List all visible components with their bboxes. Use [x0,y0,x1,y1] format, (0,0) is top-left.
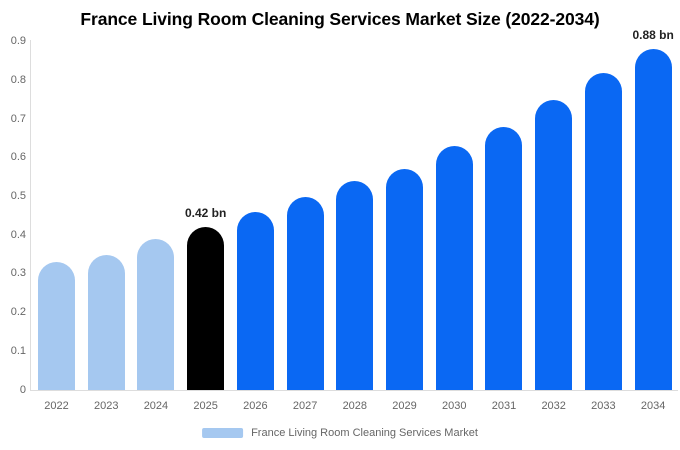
legend: France Living Room Cleaning Services Mar… [202,427,478,439]
x-axis-label-2025: 2025 [193,400,218,412]
bar-2026[interactable] [236,211,274,390]
x-axis-label-2022: 2022 [44,400,69,412]
bar-2034[interactable] [634,49,672,390]
bar-2024[interactable] [137,239,175,390]
x-axis-label-2034: 2034 [640,400,666,412]
bar-2030[interactable] [435,146,473,390]
data-label-2025: 0.42 bn [184,206,227,221]
chart-title: France Living Room Cleaning Services Mar… [80,9,600,29]
x-axis-label-2023: 2023 [93,400,119,412]
x-axis-label-2026: 2026 [243,400,268,412]
legend-item[interactable]: France Living Room Cleaning Services Mar… [202,427,478,439]
bar-2029[interactable] [386,169,424,390]
x-axis-line [30,390,678,391]
y-axis-tick-label: 0 [19,383,26,396]
x-axis-label-2027: 2027 [292,400,318,412]
x-axis-label-2024: 2024 [143,400,169,412]
x-axis-label-2030: 2030 [442,400,467,412]
x-axis-label-2031: 2031 [491,400,517,412]
y-axis-tick-label: 0.9 [10,35,26,48]
y-axis-tick-label: 0.1 [10,344,26,357]
y-axis-line [30,40,31,390]
y-axis-tick-label: 0.8 [10,73,26,86]
bar-2022[interactable] [38,262,75,390]
y-axis-tick-label: 0.2 [10,306,26,319]
y-axis-tick-label: 0.3 [10,267,26,280]
x-axis-label-2033: 2033 [591,400,616,412]
legend-label: France Living Room Cleaning Services Mar… [251,427,478,439]
bar-2033[interactable] [584,72,622,390]
bar-2023[interactable] [87,254,125,390]
y-axis-tick-label: 0.7 [10,112,26,125]
bar-2031[interactable] [485,126,523,390]
y-axis-tick-label: 0.5 [10,190,26,202]
legend-swatch [202,428,244,438]
x-axis-label-2032: 2032 [541,400,566,412]
bar-2028[interactable] [336,181,374,390]
x-axis-label-2029: 2029 [392,400,417,412]
y-axis-tick-label: 0.6 [10,151,26,164]
y-axis-tick-label: 0.4 [10,228,26,241]
x-axis-label-2028: 2028 [342,400,368,412]
data-label-2034: 0.88 bn [632,28,674,43]
bar-2032[interactable] [535,99,573,390]
bar-2025[interactable] [187,227,225,390]
bar-2027[interactable] [286,196,324,390]
